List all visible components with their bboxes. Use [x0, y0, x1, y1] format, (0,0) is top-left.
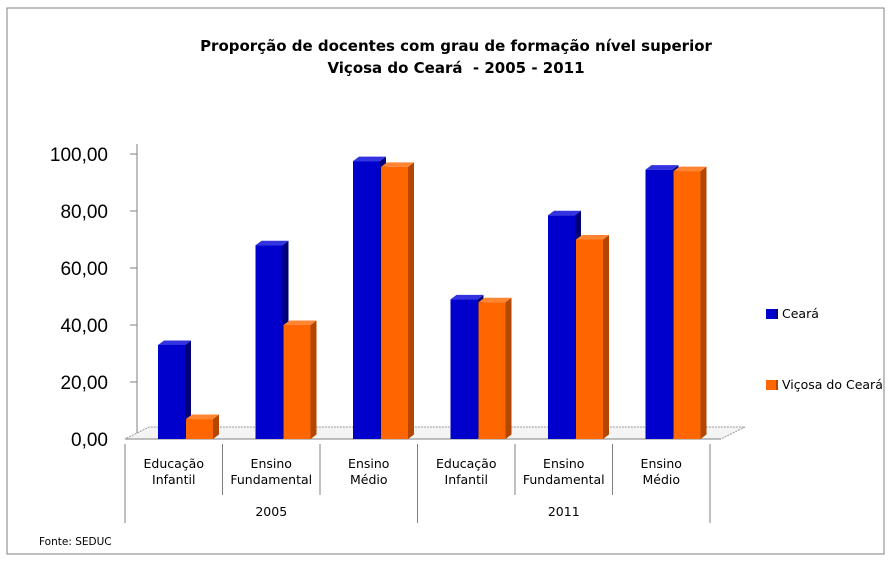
bar-front [576, 239, 603, 439]
y-tick-label: 40,00 [60, 316, 108, 337]
legend-swatch [766, 309, 776, 319]
bar-front [478, 302, 506, 439]
bar-top [353, 156, 386, 162]
bar-front [158, 344, 185, 439]
y-axis-tick-labels: 0,00 20,00 40,00 60,00 80,00 100,00 [50, 145, 108, 451]
bar-front [673, 171, 701, 439]
bar-front [645, 169, 673, 440]
chart-border [6, 7, 885, 555]
bar-top [381, 162, 414, 167]
category-label: Infantil [152, 472, 195, 487]
bar-front [255, 245, 283, 439]
category-label: Ensino [641, 456, 682, 471]
legend-item: Ceará [766, 306, 819, 321]
bar-top [450, 294, 484, 300]
bar-top [645, 165, 679, 170]
bar-side [700, 166, 707, 439]
group-label: 2011 [548, 504, 580, 519]
legend: Ceará Viçosa do Ceará [766, 306, 883, 392]
legend-item: Viçosa do Ceará [766, 377, 883, 392]
bar-top [158, 340, 191, 345]
category-label: Infantil [445, 472, 488, 487]
source-note: Fonte: SEDUC [39, 536, 112, 548]
chart-subtitle: Viçosa do Ceará - 2005 - 2011 [327, 59, 584, 77]
bar-front [353, 161, 380, 439]
bar-front [548, 215, 575, 439]
y-tick-label: 60,00 [60, 259, 108, 280]
category-label: Ensino [251, 456, 292, 471]
bar-front [450, 299, 478, 439]
category-label: Ensino [543, 456, 584, 471]
legend-label: Ceará [782, 306, 819, 321]
bar-front [186, 419, 213, 439]
category-label: Educação [144, 456, 204, 471]
chart-title: Proporção de docentes com grau de formaç… [200, 37, 712, 55]
bar [283, 320, 317, 439]
bar-top [478, 297, 512, 303]
bar-front [283, 325, 311, 439]
bars [158, 156, 707, 440]
bar [381, 162, 414, 439]
legend-swatch [766, 380, 776, 390]
legend-label: Viçosa do Ceará [782, 377, 883, 392]
y-tick-label: 20,00 [60, 373, 108, 394]
bar [186, 414, 219, 439]
bar-side [310, 320, 317, 439]
bar-top [576, 235, 609, 240]
bar-top [548, 210, 581, 216]
y-tick-label: 100,00 [50, 145, 108, 166]
category-label: Fundamental [230, 472, 312, 487]
bar [478, 297, 512, 439]
category-label: Fundamental [523, 472, 605, 487]
bar-top [283, 320, 317, 325]
bar-side [408, 162, 414, 439]
bar-top [186, 414, 219, 420]
bar-side [185, 340, 191, 439]
group-label: 2005 [255, 504, 287, 519]
bar-side [505, 297, 512, 439]
category-label: Médio [642, 472, 680, 487]
bar-top [255, 240, 289, 246]
legend-swatch-side [776, 380, 778, 390]
legend-swatch-side [776, 309, 778, 319]
bar-side [213, 414, 219, 439]
bar [158, 340, 191, 439]
category-label: Ensino [348, 456, 389, 471]
bar-side [603, 235, 609, 439]
bar [673, 166, 707, 439]
category-axis: EducaçãoInfantilEnsinoFundamentalEnsinoM… [124, 444, 711, 523]
category-label: Educação [436, 456, 496, 471]
bar [576, 235, 609, 439]
y-tick-label: 80,00 [60, 202, 108, 223]
bar-top [673, 166, 707, 172]
category-label: Médio [350, 472, 388, 487]
y-tick-label: 0,00 [71, 430, 108, 451]
bar-front [381, 166, 408, 439]
